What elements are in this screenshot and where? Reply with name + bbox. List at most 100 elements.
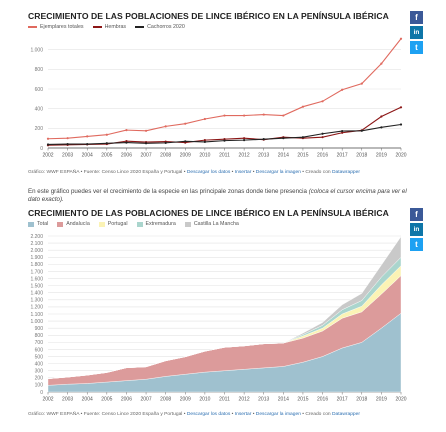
data-point [144, 129, 148, 132]
data-point [243, 139, 246, 142]
data-point [262, 138, 265, 141]
x-tick-label: 2013 [258, 153, 269, 159]
y-tick-label: 1.500 [30, 283, 43, 289]
y-tick-label: 1.300 [30, 298, 43, 304]
x-tick-label: 2010 [199, 397, 210, 403]
data-point [66, 137, 69, 140]
download-image-link[interactable]: Descargar la imagen [255, 170, 301, 175]
data-point [243, 114, 246, 117]
legend-label: Castilla La Mancha [193, 221, 239, 227]
legend-label: Portugal [107, 221, 128, 227]
twitter-icon[interactable]: t [410, 41, 423, 54]
x-tick-label: 2004 [82, 397, 93, 403]
data-point [203, 140, 206, 144]
area-series [47, 235, 402, 379]
embed-link[interactable]: Insertar [234, 170, 252, 175]
chart1-plot[interactable]: 0 200 400 600 800 1.000 2002 2003 2004 2005 2006 20… [0, 0, 446, 170]
x-tick-label: 2015 [297, 397, 308, 403]
y-tick-label: 1.000 [30, 319, 43, 325]
data-point [341, 129, 344, 133]
x-tick-label: 2009 [180, 397, 191, 403]
data-point [321, 100, 324, 103]
legend-item: Ejemplares totales [28, 24, 84, 30]
legend-label: Cachorros 2020 [147, 24, 185, 30]
y-tick-label: 600 [35, 347, 44, 353]
datawrapper-link[interactable]: Datawrapper [332, 170, 360, 175]
y-tick-label: 0 [40, 146, 43, 152]
data-point [105, 142, 108, 145]
x-tick-label: 2006 [121, 153, 132, 159]
data-point [46, 143, 50, 146]
linkedin-icon[interactable]: in [410, 26, 423, 39]
facebook-icon[interactable]: f [410, 208, 423, 221]
x-tick-label: 2003 [62, 397, 73, 403]
legend-swatch [98, 221, 105, 227]
data-point [282, 114, 285, 117]
data-point [66, 142, 69, 146]
y-tick-label: 200 [35, 126, 44, 132]
y-tick-label: 1.600 [30, 276, 43, 282]
x-tick-label: 2007 [140, 397, 151, 403]
data-point [184, 122, 187, 125]
legend-item: Hembras [92, 24, 126, 30]
x-tick-label: 2014 [278, 397, 289, 403]
linkedin-icon[interactable]: in [410, 223, 423, 236]
chart1-legend: Ejemplares totales Hembras Cachorros 202… [28, 24, 185, 30]
x-tick-label: 2015 [297, 153, 308, 159]
chart1-title: CRECIMIENTO DE LAS POBLACIONES DE LINCE … [28, 11, 389, 21]
x-tick-label: 2020 [395, 153, 406, 159]
data-point [341, 88, 344, 91]
chart2-plot[interactable]: 01002003004005006007008009001.0001.1001.… [0, 0, 446, 420]
download-data-link[interactable]: Descargar los datos [186, 412, 231, 417]
data-point [125, 141, 128, 144]
x-tick-label: 2017 [337, 153, 348, 159]
data-point [203, 117, 206, 121]
x-tick-label: 2017 [337, 397, 348, 403]
y-tick-label: 700 [35, 340, 44, 346]
y-tick-label: 2.100 [30, 241, 43, 247]
data-point [380, 126, 383, 129]
x-tick-label: 2003 [62, 153, 73, 159]
data-point [223, 139, 226, 142]
legend-item: Portugal [98, 221, 128, 227]
datawrapper-link[interactable]: Datawrapper [332, 412, 360, 417]
data-point [184, 140, 187, 143]
data-point [46, 137, 50, 140]
x-tick-label: 2018 [356, 153, 367, 159]
data-point [125, 129, 128, 132]
source-text: Gráfico: WWF ESPAÑA • Fuente: Censo Linc… [28, 170, 186, 175]
x-tick-label: 2010 [199, 153, 210, 159]
download-data-link[interactable]: Descargar los datos [186, 170, 231, 175]
chart2-source: Gráfico: WWF ESPAÑA • Fuente: Censo Linc… [28, 412, 360, 417]
download-image-link[interactable]: Descargar la imagen [255, 412, 301, 417]
data-point [144, 142, 148, 145]
data-point [321, 136, 324, 139]
chart2-legend: Total Andalucía Portugal Extremadura Cas… [28, 221, 239, 227]
data-point [203, 139, 206, 142]
y-tick-label: 1.200 [30, 305, 43, 311]
y-tick-label: 1.900 [30, 255, 43, 261]
y-tick-label: 300 [35, 369, 44, 375]
x-tick-label: 2016 [317, 153, 328, 159]
y-tick-label: 800 [35, 333, 44, 339]
x-tick-label: 2011 [219, 153, 230, 159]
data-point [399, 37, 403, 40]
embed-link[interactable]: Insertar [234, 412, 252, 417]
data-point [341, 131, 344, 134]
legend-item: Andalucía [57, 221, 90, 227]
data-point [243, 137, 246, 140]
data-point [105, 133, 108, 136]
chart1-source: Gráfico: WWF ESPAÑA • Fuente: Censo Linc… [28, 170, 360, 175]
credit-text: • Creado con [302, 412, 331, 417]
data-point [262, 113, 265, 116]
y-tick-label: 1.000 [30, 47, 43, 53]
y-tick-label: 400 [35, 106, 44, 112]
twitter-icon[interactable]: t [410, 238, 423, 251]
legend-item: Castilla La Mancha [184, 221, 239, 227]
facebook-icon[interactable]: f [410, 11, 423, 24]
legend-label: Total [37, 221, 49, 227]
data-point [223, 114, 226, 117]
data-point [360, 82, 363, 85]
x-tick-label: 2020 [395, 397, 406, 403]
y-tick-label: 1.800 [30, 262, 43, 268]
